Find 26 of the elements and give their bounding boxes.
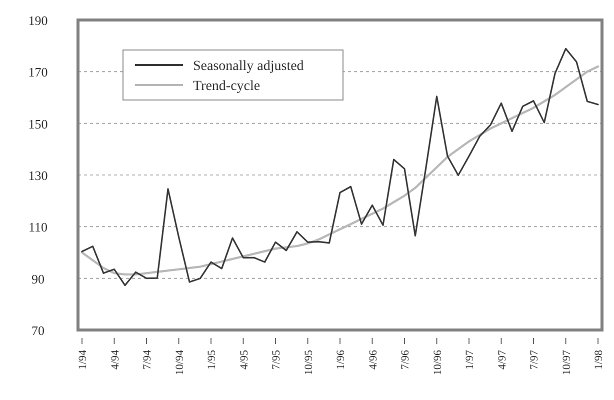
x-tick-label: 4/96 [367, 350, 380, 370]
y-tick-label: 110 [28, 220, 48, 235]
x-tick-label: 1/97 [464, 350, 476, 370]
x-tick-label: 10/96 [432, 350, 444, 376]
x-tick-label: 7/95 [270, 350, 282, 370]
x-tick-label: 1/95 [206, 350, 218, 370]
x-tick-label: 4/94 [109, 350, 122, 370]
y-tick-label: 170 [28, 64, 48, 80]
y-tick-label: 90 [32, 271, 44, 286]
y-tick-label: 150 [28, 116, 48, 132]
x-tick-label: 1/94 [77, 350, 89, 370]
x-tick-label: 10/94 [174, 350, 186, 376]
x-tick-label: 4/97 [496, 350, 508, 370]
x-tick-label: 4/95 [238, 350, 250, 370]
x-tick-label: 7/94 [142, 350, 154, 370]
y-tick-label: 190 [28, 13, 48, 28]
x-tick-label: 1/98 [593, 350, 605, 370]
y-tick-label: 130 [28, 168, 48, 183]
x-tick-label: 10/95 [302, 350, 315, 376]
x-tick-label: 7/97 [528, 350, 540, 370]
legend-label: Trend-cycle [193, 79, 260, 94]
x-tick-label: 7/96 [400, 350, 412, 370]
y-tick-label: 70 [32, 323, 44, 338]
x-tick-label: 1/96 [335, 350, 347, 370]
x-tick-label: 10/97 [560, 350, 573, 376]
legend-label: Seasonally adjusted [193, 59, 304, 74]
